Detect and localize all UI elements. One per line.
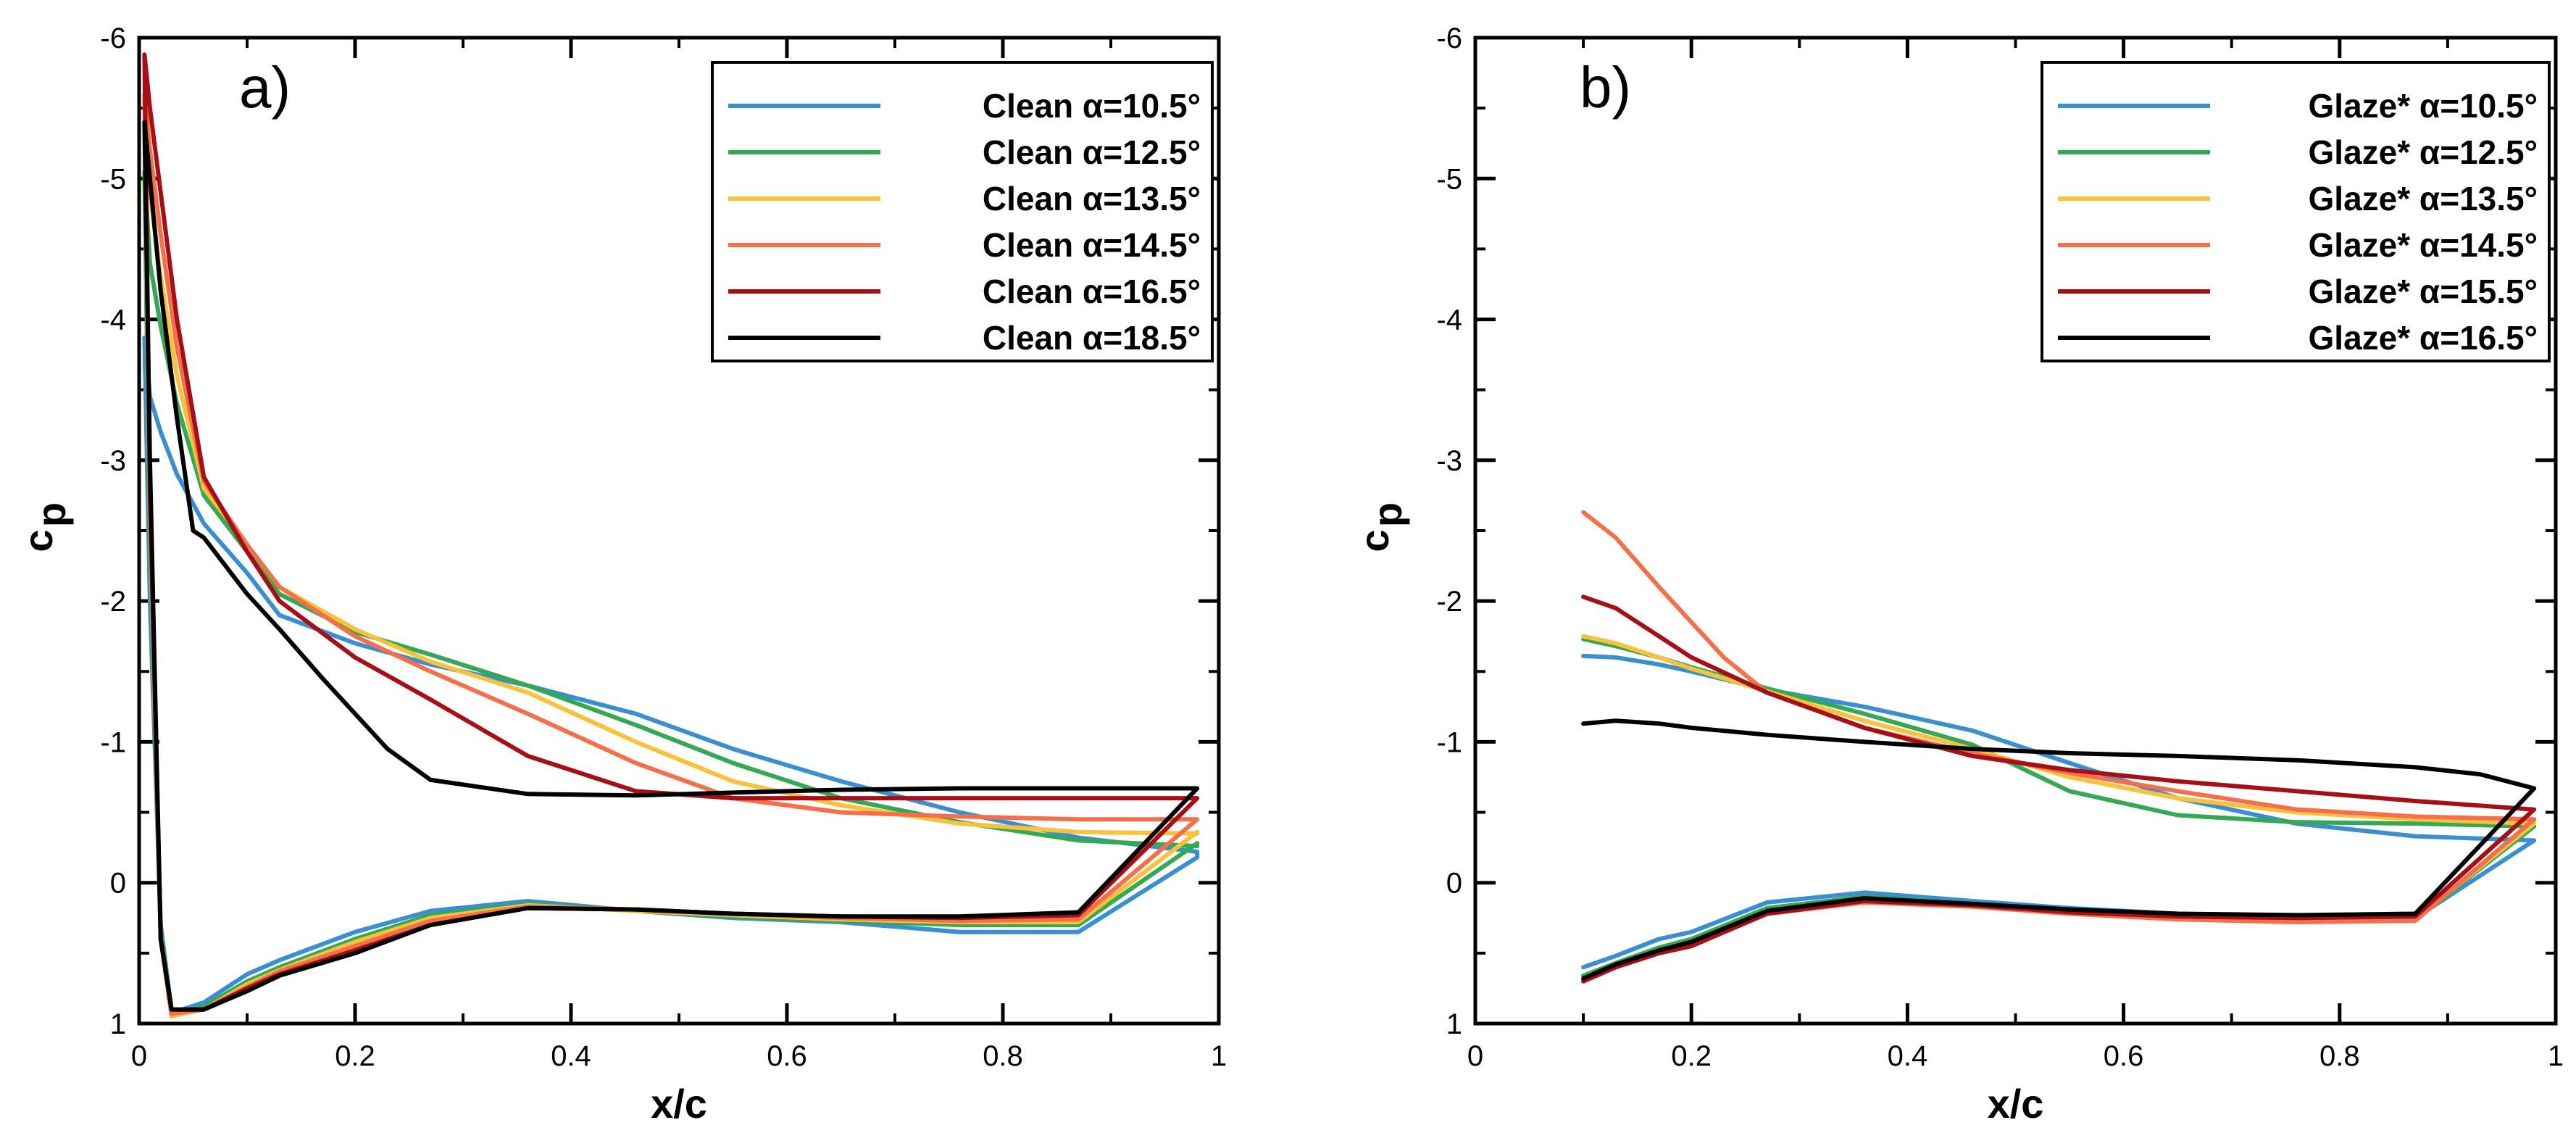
x-tick-label: 1 — [2548, 1040, 2564, 1072]
panel-label: b) — [1580, 55, 1631, 120]
y-tick-label: -4 — [1436, 304, 1462, 336]
legend-box — [711, 61, 1214, 362]
x-tick-label: 0 — [131, 1040, 147, 1072]
legend-label-4: Glaze* α=14.5° — [2309, 226, 2538, 264]
y-tick-label: -2 — [100, 586, 126, 618]
y-tick-label: -3 — [1436, 445, 1462, 477]
series-line-1 — [142, 335, 1200, 1012]
legend-label-2: Clean α=12.5° — [983, 133, 1201, 171]
legend-label-5: Clean α=16.5° — [983, 273, 1201, 310]
x-tick-label: 0.8 — [983, 1040, 1023, 1072]
legend: Clean α=10.5° Clean α=12.5° Clean α=13.5° C… — [711, 61, 1214, 362]
series-group — [1581, 510, 2537, 984]
y-axis-title-sub: p — [1364, 502, 1410, 527]
legend-label-1: Clean α=10.5° — [983, 87, 1201, 125]
legend-label-1: Glaze* α=10.5° — [2309, 87, 2538, 125]
y-tick-label: -6 — [100, 22, 126, 54]
series-line-5 — [1581, 594, 2537, 984]
series-line-6 — [1581, 718, 2537, 981]
y-tick-label: 1 — [1446, 1008, 1462, 1040]
legend-label-3: Glaze* α=13.5° — [2309, 180, 2538, 217]
x-tick-label: 0.4 — [1888, 1040, 1928, 1072]
legend-box — [2041, 61, 2551, 362]
series-group — [142, 52, 1200, 1019]
legend-label-3: Clean α=13.5° — [983, 180, 1201, 217]
x-axis-title: x/c — [651, 1081, 707, 1127]
y-tick-label: -2 — [1436, 586, 1462, 618]
x-tick-label: 0.8 — [2319, 1040, 2360, 1072]
y-tick-label: -1 — [1436, 726, 1462, 758]
series-line-6 — [142, 120, 1200, 1012]
y-axis-title-main: c — [1351, 529, 1397, 552]
y-tick-label: -5 — [100, 163, 126, 195]
y-tick-label: 1 — [110, 1008, 126, 1040]
y-axis-title: cp — [1351, 502, 1410, 552]
x-axis-title: x/c — [1988, 1081, 2044, 1127]
legend-label-5: Glaze* α=15.5° — [2309, 273, 2538, 310]
legend-label-6: Clean α=18.5° — [983, 319, 1201, 357]
x-tick-label: 0.2 — [1671, 1040, 1712, 1072]
y-tick-label: -3 — [100, 445, 126, 477]
y-tick-label: -4 — [100, 304, 126, 336]
legend: Glaze* α=10.5° Glaze* α=12.5° Glaze* α=13.… — [2041, 61, 2551, 362]
x-tick-label: 0.6 — [2104, 1040, 2144, 1072]
y-axis-title: cp — [15, 502, 74, 552]
panel-label: a) — [239, 55, 291, 120]
y-tick-label: -1 — [100, 726, 126, 758]
x-tick-label: 0.2 — [335, 1040, 375, 1072]
y-axis-title-sub: p — [28, 502, 74, 527]
y-tick-label: 0 — [1446, 868, 1462, 900]
x-tick-label: 0.4 — [551, 1040, 591, 1072]
legend-label-2: Glaze* α=12.5° — [2309, 133, 2538, 171]
x-tick-label: 1 — [1211, 1040, 1227, 1072]
y-tick-label: 0 — [110, 868, 126, 900]
legend-label-4: Clean α=14.5° — [983, 226, 1201, 264]
x-tick-label: 0 — [1467, 1040, 1483, 1072]
y-tick-label: -5 — [1436, 163, 1462, 195]
x-tick-label: 0.6 — [767, 1040, 807, 1072]
y-axis-title-main: c — [15, 529, 61, 552]
y-tick-label: -6 — [1436, 22, 1462, 54]
legend-label-6: Glaze* α=16.5° — [2309, 319, 2538, 357]
